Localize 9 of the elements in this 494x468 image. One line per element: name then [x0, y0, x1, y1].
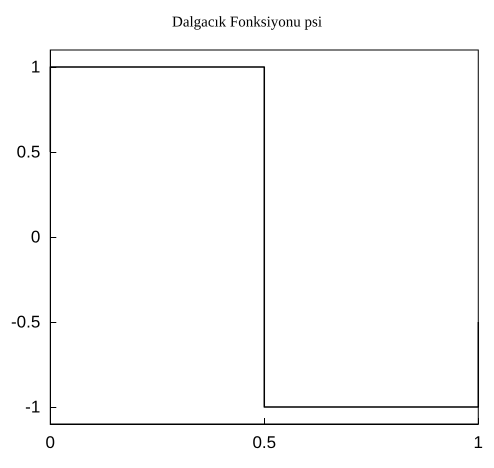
x-tick-label: 0.5	[252, 433, 276, 452]
x-tick-label: 1	[474, 433, 484, 452]
chart-title: Dalgacık Fonksiyonu psi	[172, 14, 322, 30]
y-tick-label: -1	[25, 398, 40, 416]
y-tick-label: 0.5	[16, 142, 40, 162]
y-tick-label: 1	[30, 58, 40, 76]
x-tick-label: 0	[46, 433, 56, 452]
y-tick-label: -0.5	[10, 312, 40, 332]
y-tick-label: 0	[30, 228, 40, 246]
